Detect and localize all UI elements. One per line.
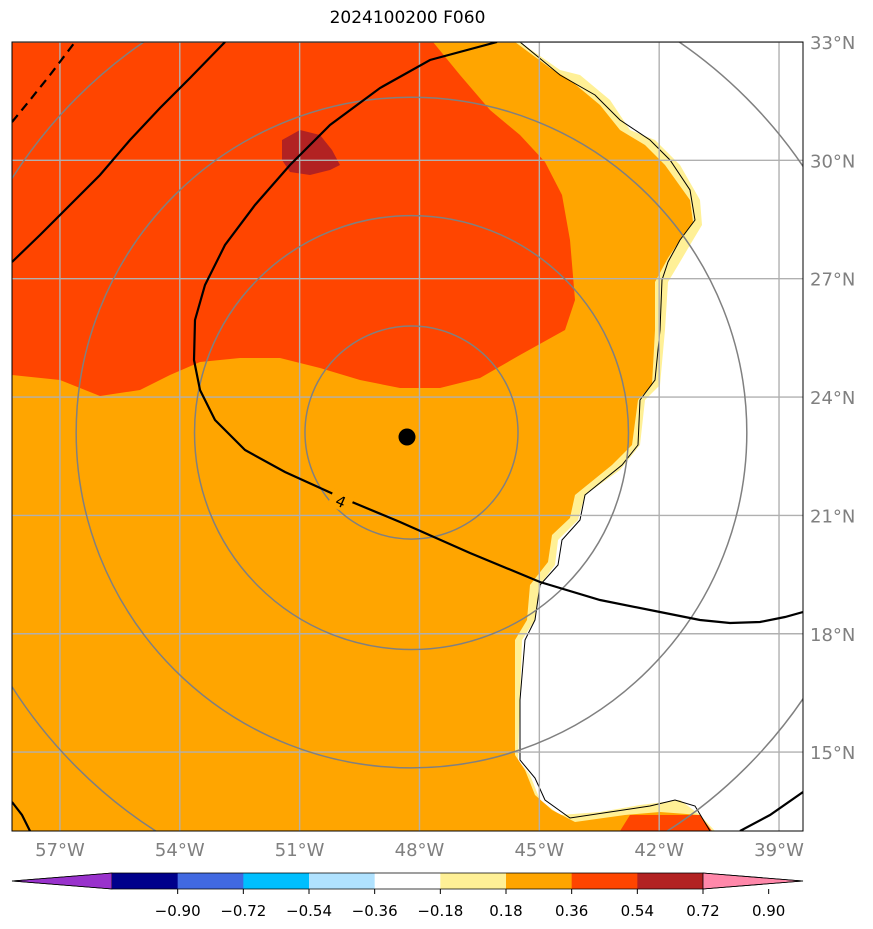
range-ring-1 [193, 214, 630, 651]
lat-label-2: 21°N [810, 506, 855, 527]
colorbar-tick-label-6: 0.36 [555, 902, 588, 920]
lon-label-0: 57°W [35, 840, 85, 861]
fill-dark-red-patch [282, 130, 340, 175]
contour-line-4 [192, 42, 803, 625]
colorbar-tick-label-7: 0.54 [621, 902, 654, 920]
fill-red-orange-bottom-patch [620, 815, 712, 831]
lat-label-5: 30°N [810, 151, 855, 172]
colorbar-tick-label-0: −0.90 [155, 902, 201, 920]
colorbar-tick-label-8: 0.72 [686, 902, 719, 920]
range-ring-0 [304, 325, 519, 540]
colorbar-tick-label-5: 0.18 [489, 902, 522, 920]
map-plot-area: 4 [12, 42, 803, 831]
colorbar-swatch-5 [440, 873, 507, 889]
lat-label-6: 33°N [810, 33, 855, 54]
lon-label-3: 48°W [395, 840, 445, 861]
colorbar-extend-high [702, 872, 804, 890]
colorbar-swatch-1 [177, 873, 244, 889]
lon-label-6: 39°W [754, 840, 804, 861]
contour-line-lower-right [739, 791, 803, 831]
lon-label-2: 51°W [275, 840, 325, 861]
map-frame [11, 41, 804, 832]
colorbar-swatch-8 [637, 873, 704, 889]
latitude-tick-labels: 15°N 18°N 21°N 24°N 27°N 30°N 33°N [810, 33, 855, 764]
colorbar-tick-label-3: −0.36 [352, 902, 398, 920]
colorbar-extend-low [11, 872, 113, 890]
colorbar-swatch-2 [243, 873, 310, 889]
colorbar-swatch-6 [506, 873, 573, 889]
lat-label-3: 24°N [810, 388, 855, 409]
longitude-tick-labels: 57°W 54°W 51°W 48°W 45°W 42°W 39°W [35, 840, 804, 861]
gridlines [12, 42, 803, 831]
colorbar-outline [11, 872, 804, 890]
lon-label-4: 45°W [514, 840, 564, 861]
storm-center-marker [398, 428, 416, 446]
lon-label-1: 54°W [155, 840, 205, 861]
colorbar-swatch-7 [571, 873, 638, 889]
colorbar-tick-label-1: −0.72 [220, 902, 266, 920]
colorbar-tick-label-9: 0.90 [752, 902, 785, 920]
colorbar: −0.90 −0.72 −0.54 −0.36 −0.18 0.18 0.36 0.54 0.7… [11, 872, 804, 920]
fill-red-orange-region [12, 42, 575, 396]
lat-label-4: 27°N [810, 270, 855, 291]
lat-label-0: 15°N [810, 743, 855, 764]
contour-label-bg [327, 488, 355, 514]
lon-label-5: 42°W [634, 840, 684, 861]
range-rings [12, 42, 803, 831]
contour-line-dashed [12, 42, 76, 123]
colorbar-swatch-0 [112, 873, 179, 889]
colorbar-swatch-4 [374, 873, 441, 889]
range-ring-2 [75, 96, 748, 769]
contour-line-lower-left [12, 801, 31, 831]
colorbar-swatch-3 [309, 873, 376, 889]
contour-line-upper-left [12, 42, 226, 263]
colorbar-tick-label-4: −0.18 [417, 902, 463, 920]
lat-label-1: 18°N [810, 625, 855, 646]
coastline [519, 42, 711, 831]
map-title: 2024100200 F060 [329, 8, 486, 28]
colorbar-tick-label-2: −0.54 [286, 902, 332, 920]
